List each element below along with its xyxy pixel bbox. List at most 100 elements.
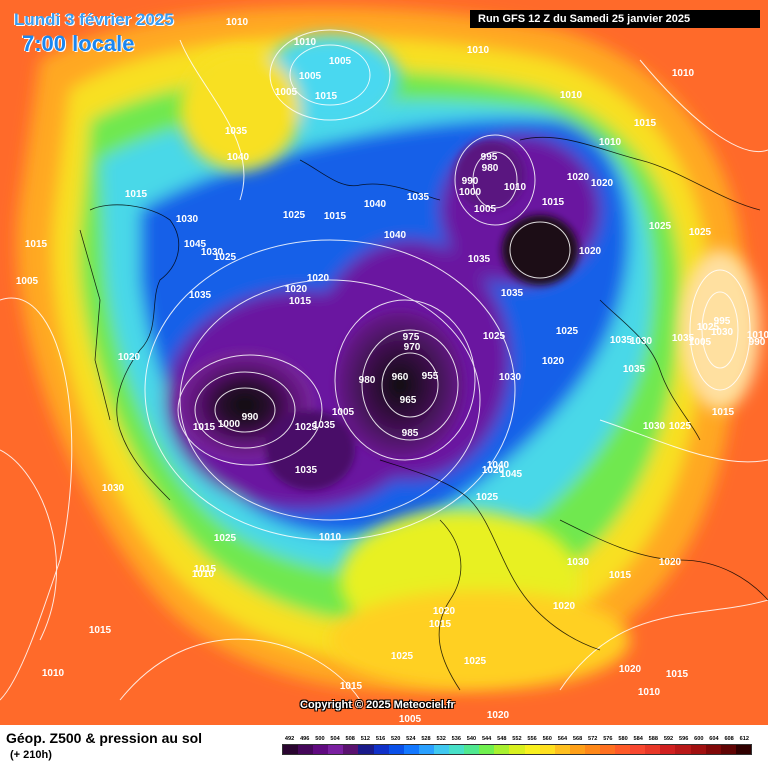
legend-labels: 492 496 500 504 508 512 516 520 524 528 532 536 540 5… [282,734,752,744]
pressure-label: 1035 [189,290,212,301]
legend-swatch [433,745,450,754]
pressure-label: 1035 [407,192,430,203]
pressure-label: 1010 [294,37,317,48]
legend-label: 608 [724,736,734,742]
pressure-label: 1020 [567,172,590,183]
pressure-label: 955 [422,371,439,382]
pressure-label: 1035 [225,126,248,137]
pressure-label: 1015 [712,407,735,418]
pressure-label: 1020 [118,352,141,363]
pressure-label: 965 [400,395,417,406]
legend-label: 576 [603,736,613,742]
legend-swatch [388,745,404,754]
isobar-lines [0,29,768,701]
color-scale-legend: 492 496 500 504 508 512 516 520 524 528 532 536 540 5… [282,734,752,764]
legend-swatch [418,745,434,754]
legend-label: 584 [633,736,643,742]
legend-label: 536 [451,736,461,742]
legend-label: 508 [345,736,355,742]
pressure-label: 1005 [16,276,39,287]
pressure-label: 1015 [125,189,148,200]
forecast-date: Lundi 3 février 2025 [14,10,174,29]
pressure-label: 1005 [329,56,352,67]
legend-label: 596 [678,736,689,742]
pressure-label: 1015 [289,296,312,307]
pressure-label: 980 [359,375,376,386]
legend-label: 512 [360,736,371,742]
legend-label: 524 [406,736,416,742]
forecast-time: 7:00 locale [22,31,135,56]
pressure-label: 1005 [332,407,355,418]
pressure-label: 985 [402,428,419,439]
run-banner: Run GFS 12 Z du Samedi 25 janvier 2025 [470,10,760,28]
legend-label: 588 [648,736,658,742]
pressure-label: 1005 [689,337,712,348]
legend-label: 600 [694,736,704,742]
pressure-label: 995 [481,152,498,163]
pressure-label: 1025 [649,221,672,232]
legend-swatch [298,745,314,754]
legend-label: 544 [481,736,492,742]
legend-label: 540 [466,736,477,742]
pressure-label: 1015 [193,422,216,433]
pressure-label: 1020 [307,273,330,284]
legend-label: 492 [284,736,295,742]
pressure-label: 1010 [672,68,695,79]
pressure-label: 1040 [487,460,510,471]
pressure-label: 1015 [666,669,689,680]
legend-label: 520 [391,736,401,742]
forecast-lead-time: (+ 210h) [10,749,52,761]
pressure-label: 1020 [659,557,682,568]
legend-swatch [449,745,465,754]
pressure-label: 1010 [192,569,215,580]
legend-swatch [358,745,374,754]
pressure-label: 1015 [89,625,112,636]
pressure-label: 1020 [285,284,308,295]
legend-swatch [599,745,616,754]
legend-label: 548 [497,736,507,742]
map-footer: Géop. Z500 & pression au sol (+ 210h) 49… [0,725,768,768]
pressure-label: 1015 [340,681,363,692]
pressure-label: 990 [242,412,259,423]
pressure-label: 1025 [283,210,306,221]
pressure-label: 1010 [319,532,342,543]
pressure-label: 1040 [364,199,387,210]
pressure-label: 1045 [500,469,523,480]
pressure-label: 1030 [711,327,734,338]
legend-swatch [403,745,419,754]
pressure-label: 1025 [295,422,318,433]
legend-label: 532 [436,736,446,742]
legend-swatch [630,745,646,754]
legend-swatch [554,745,570,754]
pressure-label: 1035 [295,465,318,476]
pressure-label: 1000 [459,187,482,198]
pressure-label: 1005 [474,204,497,215]
legend-swatch [615,745,631,754]
pressure-label: 1025 [697,322,720,333]
legend-color-bar [282,744,752,755]
pressure-label: 1035 [623,364,646,375]
legend-label: 552 [512,736,522,742]
pressure-label: 1010 [599,137,622,148]
pressure-label: 970 [404,342,421,353]
pressure-label: 1015 [542,197,565,208]
pressure-label: 975 [403,332,420,343]
pressure-label: 1020 [542,356,565,367]
legend-swatch [569,745,585,754]
legend-swatch [660,745,676,754]
legend-label: 612 [739,736,749,742]
legend-swatch [479,745,495,754]
pressure-label: 1035 [313,420,336,431]
pressure-label: 960 [392,372,409,383]
legend-swatch [313,745,329,754]
legend-label: 556 [527,736,537,742]
pressure-label: 1035 [468,254,491,265]
pressure-label: 990 [749,337,766,348]
pressure-label: 1025 [669,421,692,432]
legend-swatch [464,745,480,754]
geopotential-map-canvas: 1010 1010 1005 1005 1005 1015 1010 1010 1015 1010… [0,0,768,725]
legend-swatch [720,745,736,754]
map-title: Géop. Z500 & pression au sol [6,730,203,746]
legend-swatch [735,745,751,754]
pressure-label: 1015 [634,118,657,129]
